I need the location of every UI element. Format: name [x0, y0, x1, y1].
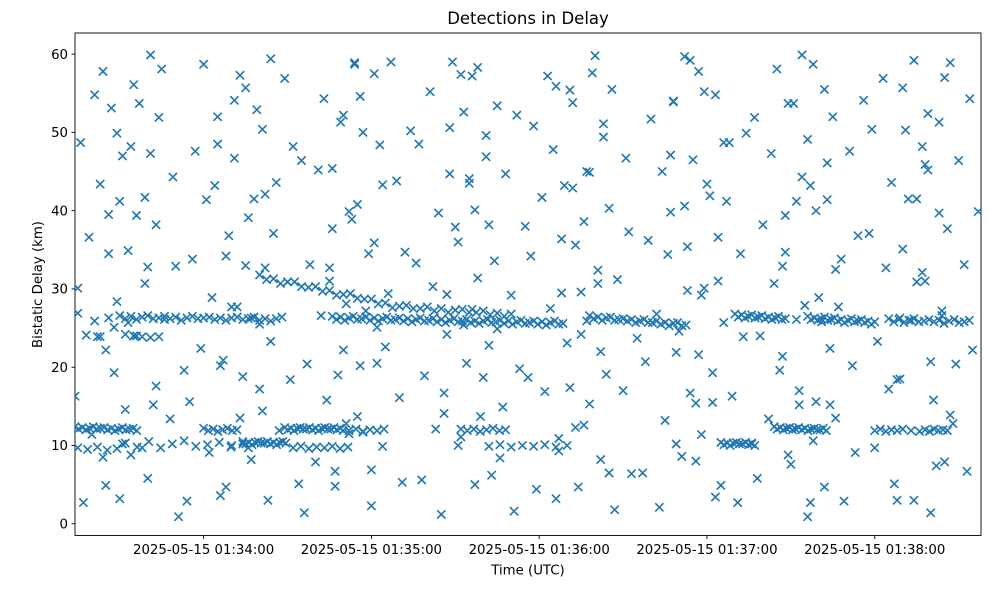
y-tick-label: 0: [60, 517, 68, 532]
y-tick-label: 10: [51, 439, 68, 454]
series-background-scatter: [75, 50, 981, 522]
series-band-10km-track: [75, 436, 760, 455]
x-axis-label: Time (UTC): [490, 564, 565, 579]
y-axis-label: Bistatic Delay (km): [31, 221, 46, 348]
x-tick-label: 2025-05-15 01:34:00: [133, 543, 274, 558]
series-descending-track: [254, 270, 516, 321]
series-band-26km-track: [75, 308, 974, 343]
scatter-points-layer: [75, 50, 981, 522]
x-tick-label: 2025-05-15 01:36:00: [469, 543, 610, 558]
x-tick-label: 2025-05-15 01:37:00: [636, 543, 777, 558]
series-band-12km-track: [75, 422, 953, 437]
plot-area: [74, 32, 982, 536]
x-tick-label: 2025-05-15 01:35:00: [301, 543, 442, 558]
y-tick-label: 60: [51, 48, 68, 63]
y-tick-label: 30: [51, 283, 68, 298]
chart-title: Detections in Delay: [447, 9, 609, 28]
x-axis-ticks: 2025-05-15 01:34:00 2025-05-15 01:35:00 20…: [133, 535, 945, 558]
y-tick-label: 40: [51, 204, 68, 219]
x-tick-label: 2025-05-15 01:38:00: [804, 543, 945, 558]
y-axis-ticks: 0 10 20 30 40 50 60: [51, 48, 75, 532]
y-tick-label: 20: [51, 361, 68, 376]
y-tick-label: 50: [51, 126, 68, 141]
